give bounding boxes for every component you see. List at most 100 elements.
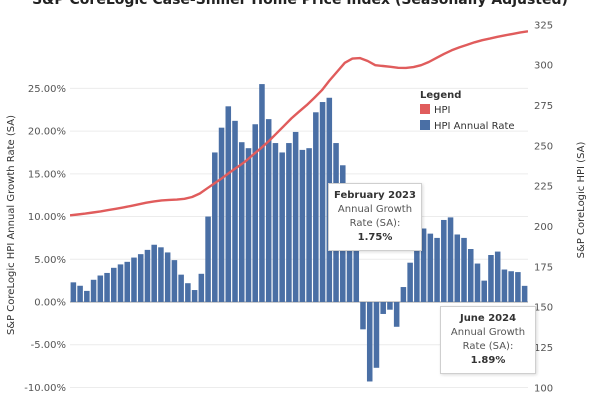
bar	[84, 290, 90, 302]
tooltip-february-2023: February 2023 Annual Growth Rate (SA): 1…	[328, 183, 422, 251]
tooltip-date: February 2023	[334, 190, 416, 201]
bar	[218, 127, 225, 302]
bar	[414, 250, 420, 302]
left-tick-label: 15.00%	[28, 169, 66, 180]
bar	[117, 264, 124, 302]
tooltip-date: June 2024	[459, 313, 517, 324]
bar	[501, 269, 508, 302]
bar	[164, 252, 171, 302]
bar	[299, 149, 306, 302]
bar	[137, 254, 144, 302]
hpi-line	[70, 30, 528, 217]
chart-title: S&P CoreLogic Case-Shiller Home Price In…	[32, 0, 568, 8]
bar	[420, 228, 427, 302]
left-tick-label: 20.00%	[28, 127, 66, 138]
right-tick-label: 325	[534, 20, 553, 31]
bar	[151, 244, 157, 302]
bar	[380, 302, 386, 314]
bar	[441, 219, 447, 302]
bar	[407, 262, 413, 302]
right-tick-label: 225	[534, 182, 553, 193]
bar	[232, 120, 238, 302]
bar	[252, 124, 258, 302]
bar	[286, 143, 292, 302]
left-axis-ticks: -10.00% -5.00% 0.00% 5.00% 10.00% 15.00% 20.00…	[24, 84, 66, 394]
legend-swatch-annual-rate	[420, 120, 430, 130]
bar	[124, 261, 131, 302]
legend-title: Legend	[420, 90, 461, 101]
bar	[104, 272, 110, 302]
bar	[292, 131, 299, 302]
bar	[144, 249, 151, 302]
bar	[481, 280, 487, 302]
left-tick-label: 5.00%	[34, 255, 66, 266]
bar	[319, 102, 326, 302]
bar	[494, 251, 501, 302]
bar	[90, 279, 97, 302]
left-tick-label: -5.00%	[31, 340, 66, 351]
left-tick-label: -10.00%	[24, 383, 66, 394]
bar	[353, 243, 360, 302]
bar	[461, 237, 467, 302]
bar	[373, 302, 380, 368]
bar	[427, 233, 434, 302]
bar	[508, 271, 514, 302]
bar	[70, 282, 77, 302]
right-tick-label: 175	[534, 262, 553, 273]
bar	[171, 260, 178, 302]
bar	[400, 287, 407, 302]
right-tick-label: 200	[534, 222, 553, 233]
legend-label-annual-rate: HPI Annual Rate	[434, 121, 515, 132]
bar	[111, 267, 117, 302]
bar	[245, 148, 252, 302]
bar	[306, 148, 312, 302]
bar	[225, 106, 232, 303]
bar	[515, 272, 521, 302]
bar	[474, 263, 481, 302]
bar	[158, 247, 164, 302]
right-tick-label: 250	[534, 141, 553, 152]
right-tick-label: 125	[534, 343, 553, 354]
bar	[191, 290, 198, 302]
tooltip-label: Annual Growth Rate (SA):	[450, 327, 526, 352]
legend-label-hpi: HPI	[434, 105, 451, 116]
tooltip-june-2024: June 2024 Annual Growth Rate (SA): 1.89%	[440, 306, 536, 374]
bar	[454, 234, 461, 302]
right-tick-label: 300	[534, 61, 553, 72]
bar	[212, 152, 218, 302]
right-tick-label: 275	[534, 101, 553, 112]
bar	[198, 273, 205, 302]
left-tick-label: 10.00%	[28, 212, 66, 223]
left-tick-label: 25.00%	[28, 84, 66, 95]
bar	[279, 152, 285, 302]
bar	[360, 302, 366, 330]
bar	[238, 142, 245, 302]
right-tick-label: 100	[534, 383, 553, 394]
bar	[205, 216, 211, 302]
bar	[131, 257, 137, 302]
tooltip-label: Annual Growth Rate (SA):	[337, 204, 413, 229]
right-axis-ticks: 100 125 150 175 200 225 250 275 300 325	[534, 20, 553, 394]
bar	[393, 302, 400, 327]
left-tick-label: 0.00%	[34, 298, 66, 309]
bar	[434, 237, 440, 302]
right-axis-title: S&P CoreLogic HPI (SA)	[576, 142, 587, 259]
legend-swatch-hpi	[420, 104, 430, 114]
bar	[521, 285, 528, 302]
tooltip-value: 1.89%	[470, 355, 506, 366]
bar	[467, 249, 474, 302]
bar	[366, 302, 373, 382]
tooltip-value: 1.75%	[357, 232, 393, 243]
bar	[185, 283, 191, 302]
left-axis-title: S&P CoreLogic HPI Annual Growth Rate (SA…	[6, 115, 17, 335]
bar	[272, 143, 279, 302]
bar	[77, 285, 83, 302]
bar	[178, 274, 184, 302]
bar	[97, 275, 104, 302]
bar	[265, 119, 272, 302]
legend: Legend HPI HPI Annual Rate	[420, 90, 515, 132]
bar	[387, 302, 393, 310]
bar	[313, 112, 319, 302]
bar	[259, 84, 265, 302]
right-tick-label: 150	[534, 303, 553, 314]
